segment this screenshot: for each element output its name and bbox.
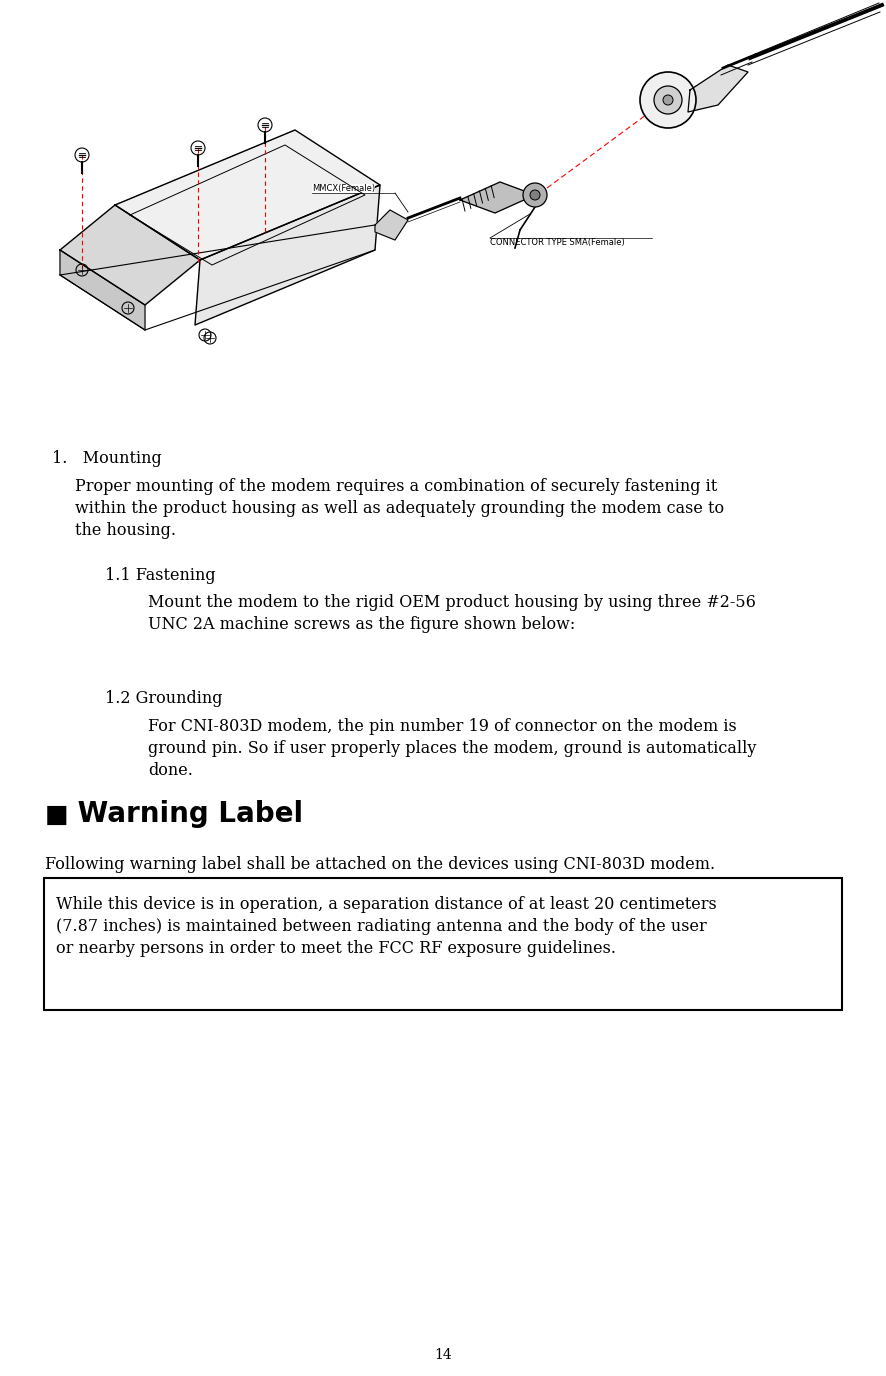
Text: Warning Label: Warning Label	[68, 799, 303, 828]
Polygon shape	[60, 205, 200, 305]
Polygon shape	[688, 65, 748, 111]
Text: 1.   Mounting: 1. Mounting	[52, 450, 162, 466]
Text: While this device is in operation, a separation distance of at least 20 centimet: While this device is in operation, a sep…	[56, 896, 717, 914]
Text: Mount the modem to the rigid OEM product housing by using three #2-56: Mount the modem to the rigid OEM product…	[148, 594, 756, 611]
Text: (7.87 inches) is maintained between radiating antenna and the body of the user: (7.87 inches) is maintained between radi…	[56, 918, 707, 936]
Text: or nearby persons in order to meet the FCC RF exposure guidelines.: or nearby persons in order to meet the F…	[56, 940, 616, 956]
Circle shape	[663, 95, 673, 105]
Circle shape	[640, 72, 696, 128]
Text: UNC 2A machine screws as the figure shown below:: UNC 2A machine screws as the figure show…	[148, 616, 575, 633]
Text: within the product housing as well as adequately grounding the modem case to: within the product housing as well as ad…	[75, 499, 724, 517]
Text: For CNI-803D modem, the pin number 19 of connector on the modem is: For CNI-803D modem, the pin number 19 of…	[148, 718, 737, 735]
Text: done.: done.	[148, 762, 193, 779]
Circle shape	[654, 85, 682, 114]
Text: 1.1 Fastening: 1.1 Fastening	[105, 567, 215, 583]
Text: 1.2 Grounding: 1.2 Grounding	[105, 689, 222, 707]
Circle shape	[523, 183, 547, 206]
Text: MMCX(Female): MMCX(Female)	[312, 184, 375, 193]
Text: Following warning label shall be attached on the devices using CNI-803D modem.: Following warning label shall be attache…	[45, 856, 715, 872]
Text: the housing.: the housing.	[75, 522, 176, 539]
Polygon shape	[375, 211, 408, 239]
Polygon shape	[60, 250, 145, 330]
Polygon shape	[460, 182, 535, 213]
Text: ground pin. So if user properly places the modem, ground is automatically: ground pin. So if user properly places t…	[148, 740, 757, 757]
FancyBboxPatch shape	[44, 878, 842, 1010]
Text: Proper mounting of the modem requires a combination of securely fastening it: Proper mounting of the modem requires a …	[75, 477, 718, 495]
Text: ■: ■	[45, 804, 68, 827]
Polygon shape	[115, 129, 380, 260]
Circle shape	[530, 190, 540, 200]
Text: CONNECTOR TYPE SMA(Female): CONNECTOR TYPE SMA(Female)	[490, 238, 625, 248]
Text: 14: 14	[434, 1348, 452, 1362]
Polygon shape	[195, 184, 380, 325]
